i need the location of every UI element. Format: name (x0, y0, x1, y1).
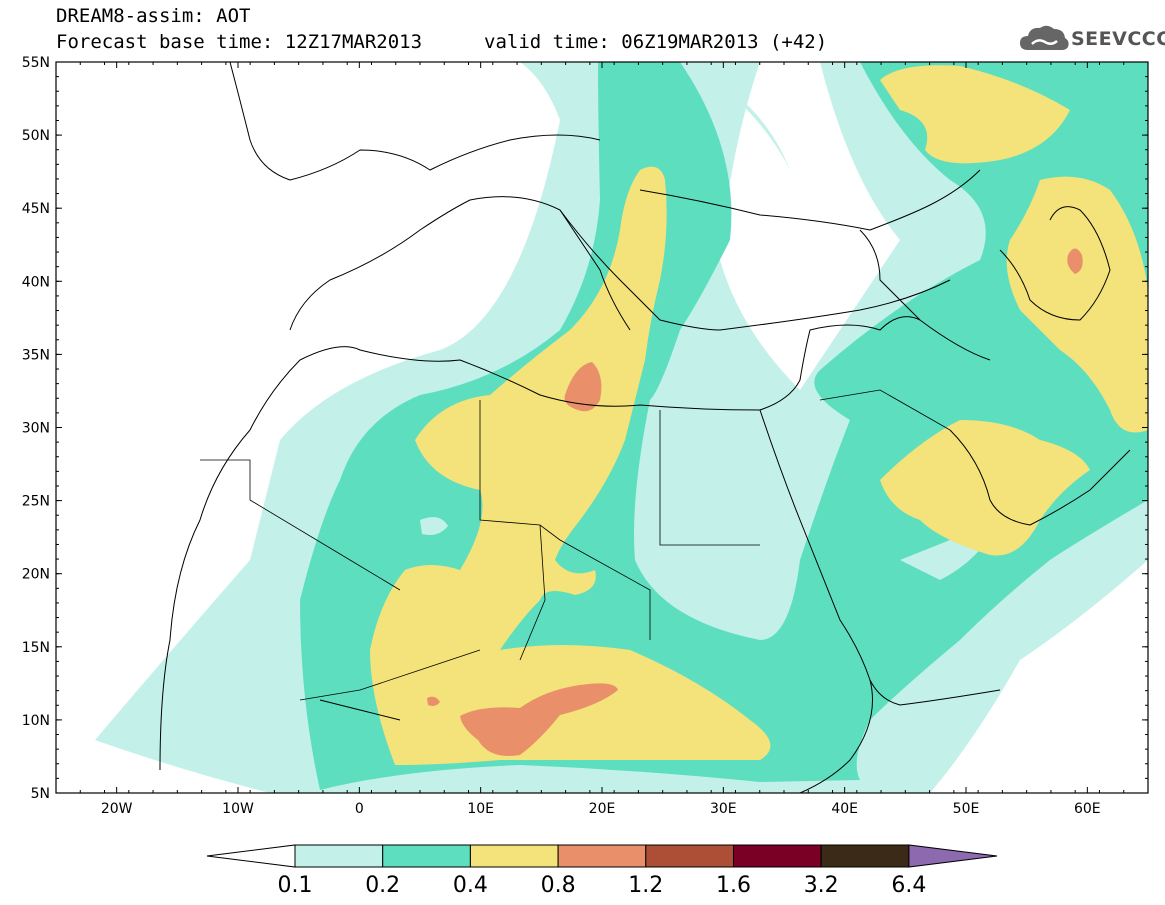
lat-label: 15N (22, 640, 50, 656)
aot-contours (95, 62, 1148, 793)
forecast-base-time: Forecast base time: 12Z17MAR2013 (56, 31, 423, 53)
logo-text: SEEVCCC (1071, 28, 1165, 50)
colorbar-label: 6.4 (891, 873, 926, 898)
colorbar-segment (557, 844, 647, 868)
colorbar-segment (645, 844, 734, 868)
lon-label: 30E (710, 801, 737, 817)
colorbar-label: 0.2 (365, 873, 400, 898)
valid-time: valid time: 06Z19MAR2013 (+42) (484, 31, 828, 53)
latitude-labels: 55N 50N 45N 40N 35N 30N 25N 20N 15N 10N 5N (22, 55, 50, 802)
colorbar (206, 844, 998, 868)
lat-label: 25N (22, 494, 50, 510)
colorbar-over-triangle (908, 844, 998, 868)
lat-label: 40N (22, 274, 50, 290)
lon-label: 60E (1074, 801, 1101, 817)
colorbar-segment (294, 844, 384, 868)
axis-ticks (55, 61, 1149, 794)
colorbar-label: 0.8 (541, 873, 576, 898)
lon-label: 10E (467, 801, 494, 817)
lon-label: 20W (101, 801, 133, 817)
lat-label: 50N (22, 128, 50, 144)
colorbar-under-triangle (206, 844, 296, 868)
colorbar-label: 0.4 (453, 873, 488, 898)
colorbar-segment (469, 844, 559, 868)
colorbar-label: 1.2 (628, 873, 663, 898)
lon-label: 10W (222, 801, 254, 817)
lat-label: 10N (22, 713, 50, 729)
colorbar-label: 0.1 (278, 873, 313, 898)
lat-label: 20N (22, 567, 50, 583)
colorbar-segment (820, 844, 910, 868)
lat-label: 5N (31, 786, 50, 802)
lat-label: 35N (22, 347, 50, 363)
lat-label: 45N (22, 201, 50, 217)
lat-label: 30N (22, 421, 50, 437)
aot-level-0.8 (427, 248, 1083, 756)
lon-label: 0 (355, 801, 364, 817)
country-borders (200, 389, 951, 701)
lon-label: 20E (589, 801, 616, 817)
lon-label: 50E (953, 801, 980, 817)
coastlines (159, 62, 1131, 793)
lon-label: 40E (831, 801, 858, 817)
colorbar-label: 1.6 (716, 873, 751, 898)
colorbar-label: 3.2 (804, 873, 839, 898)
lat-label: 55N (22, 55, 50, 71)
longitude-labels: 20W 10W 0 10E 20E 30E 40E 50E 60E (101, 801, 1101, 817)
colorbar-labels: 0.1 0.2 0.4 0.8 1.2 1.6 3.2 6.4 (278, 873, 927, 898)
cloud-icon (1020, 25, 1069, 50)
colorbar-segment (733, 844, 822, 868)
map-title: DREAM8-assim: AOT (56, 5, 251, 27)
seevccc-logo: SEEVCCC (1018, 22, 1165, 56)
colorbar-segment (382, 844, 471, 868)
